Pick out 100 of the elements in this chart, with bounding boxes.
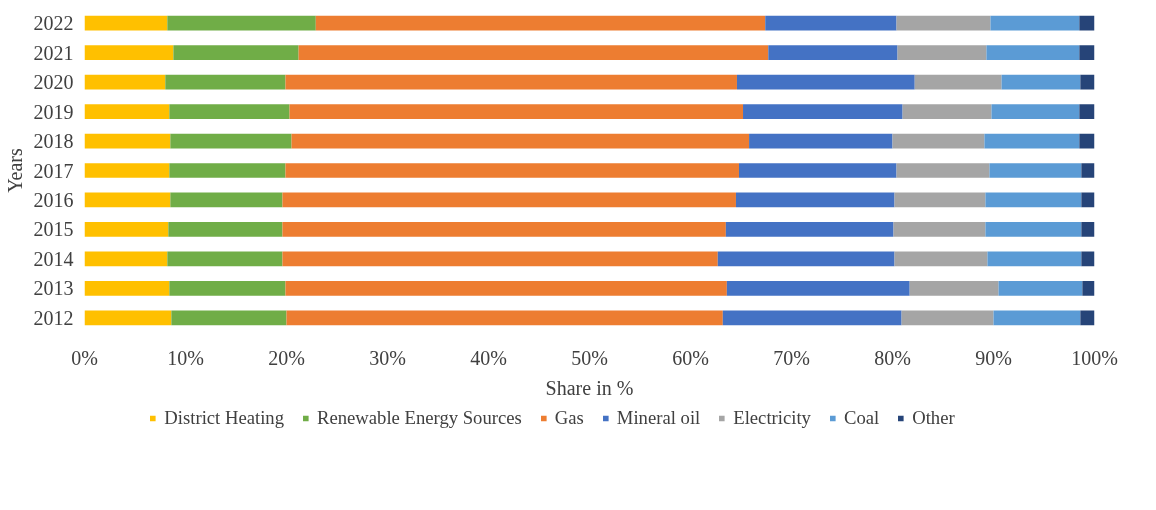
y-tick-label: 2014 [33,247,74,270]
x-tick-label: 10% [167,346,204,369]
bar [1079,45,1095,61]
bar [315,15,766,31]
y-tick-label: 2017 [33,159,74,182]
bar [84,251,168,267]
bar [725,222,894,237]
bar [993,310,1081,326]
bar [1081,163,1095,178]
legend-label: District Heating [164,407,284,429]
bar [285,280,727,296]
y-axis-title: Years [3,147,26,193]
bar [743,104,903,119]
bar [738,163,897,178]
bar [892,133,985,149]
bar [171,310,287,326]
legend-label: Other [912,407,955,429]
bar [985,192,1082,208]
y-tick-label: 2021 [33,41,74,64]
bar [282,192,736,208]
legend-label: Renewable Energy Sources [317,407,522,429]
bar [84,133,171,149]
y-tick-label: 2018 [33,130,74,153]
bar [736,74,915,90]
bar [84,15,168,31]
bar [998,280,1083,296]
bar [717,251,895,267]
bar [735,192,895,208]
bar [894,251,988,267]
y-tick-label: 2016 [33,188,74,211]
bar [901,310,994,326]
bar [987,251,1082,267]
bar [1082,280,1095,296]
bar [897,45,987,61]
bar [167,15,316,31]
bar [1080,310,1095,326]
bar [894,192,986,208]
bar [84,163,170,178]
bar [1079,15,1095,31]
bar [84,310,172,326]
bar [914,74,1002,90]
y-tick-label: 2013 [33,277,74,300]
x-tick-label: 60% [672,346,709,369]
bar [169,163,286,178]
bar [1081,251,1095,267]
bar [169,280,286,296]
legend-label: Coal [843,407,880,429]
bar [986,45,1080,61]
bar [167,251,283,267]
y-tick-label: 2019 [33,100,74,123]
legend-label: Electricity [733,407,811,429]
x-tick-label: 90% [975,346,1012,369]
bar [168,222,283,237]
bar [84,104,170,119]
x-axis-title: Share in % [545,376,634,399]
bar [1079,133,1095,149]
bar [990,15,1080,31]
bar [749,133,893,149]
bar [1079,104,1095,119]
bar [282,251,718,267]
bar [893,222,986,237]
x-tick-label: 40% [470,346,507,369]
x-tick-label: 100% [1071,346,1118,369]
x-tick-label: 30% [369,346,406,369]
x-tick-label: 50% [571,346,608,369]
bar [84,280,170,296]
bar [84,192,171,208]
x-tick-label: 20% [268,346,305,369]
legend-label: Mineral oil [616,407,701,429]
bar [1081,222,1095,237]
bar [896,163,990,178]
bar [286,310,723,326]
bar [173,45,299,61]
bar [84,45,174,61]
bar [1081,192,1095,208]
bar [909,280,999,296]
bar [170,192,283,208]
y-tick-label: 2012 [33,306,74,329]
bar [298,45,769,61]
y-tick-label: 2015 [33,218,74,241]
bar [1001,74,1081,90]
bar [165,74,286,90]
bar [1080,74,1095,90]
bar [726,280,910,296]
y-tick-label: 2020 [33,71,74,94]
bar [291,133,750,149]
bar [282,222,726,237]
bar [765,15,897,31]
legend-label: Gas [554,407,584,429]
bar [289,104,744,119]
bar [169,104,290,119]
bar [768,45,898,61]
bar [170,133,292,149]
bar [985,222,1082,237]
bar [285,74,737,90]
bar [722,310,902,326]
bar [84,222,169,237]
bar [902,104,992,119]
y-tick-label: 2022 [33,12,74,35]
bar [84,74,166,90]
